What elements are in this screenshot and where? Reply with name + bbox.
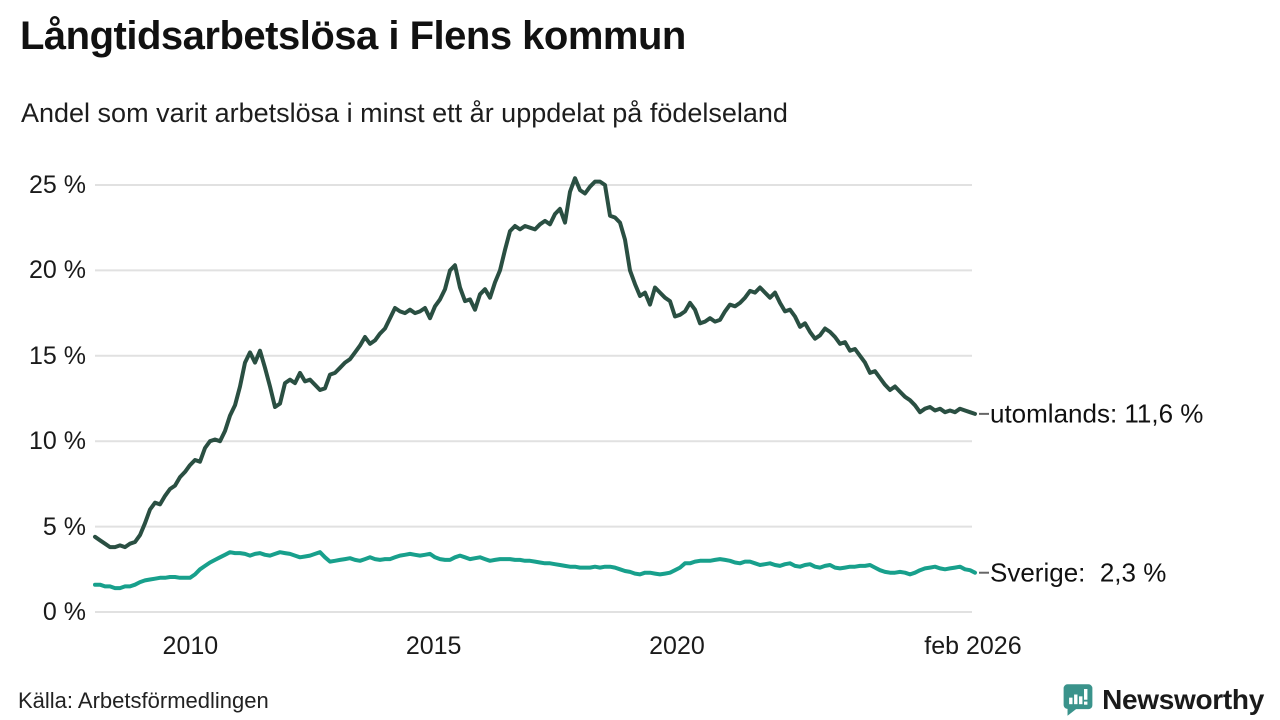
source-attribution: Källa: Arbetsförmedlingen [18,688,269,713]
bar-chart-speech-bubble-icon [1063,684,1093,716]
y-tick-label: 15 % [29,341,86,370]
x-tick-label: feb 2026 [924,632,1022,660]
x-tick-label: 2020 [649,632,705,660]
chart-subtitle: Andel som varit arbetslösa i minst ett å… [21,98,788,128]
newsworthy-wordmark: Newsworthy [1102,684,1264,715]
series-line-Sverige [93,550,977,591]
x-tick-label: 2010 [162,632,219,660]
y-tick-label: 25 % [29,171,86,199]
y-tick-label: 20 % [29,256,86,285]
series-end-label-utomlands: utomlands: 11,6 % [990,398,1204,429]
newsworthy-logo: Newsworthy [1062,683,1264,717]
y-tick-label: 5 % [42,512,86,541]
series-line-utomlands [93,176,977,550]
y-tick-label: 10 % [29,427,86,456]
series-end-label-sverige: Sverige: 2,3 % [990,557,1167,588]
x-tick-label: 2015 [405,632,462,660]
chart-title: Långtidsarbetslösa i Flens kommun [20,14,686,58]
y-tick-label: 0 % [42,598,86,626]
